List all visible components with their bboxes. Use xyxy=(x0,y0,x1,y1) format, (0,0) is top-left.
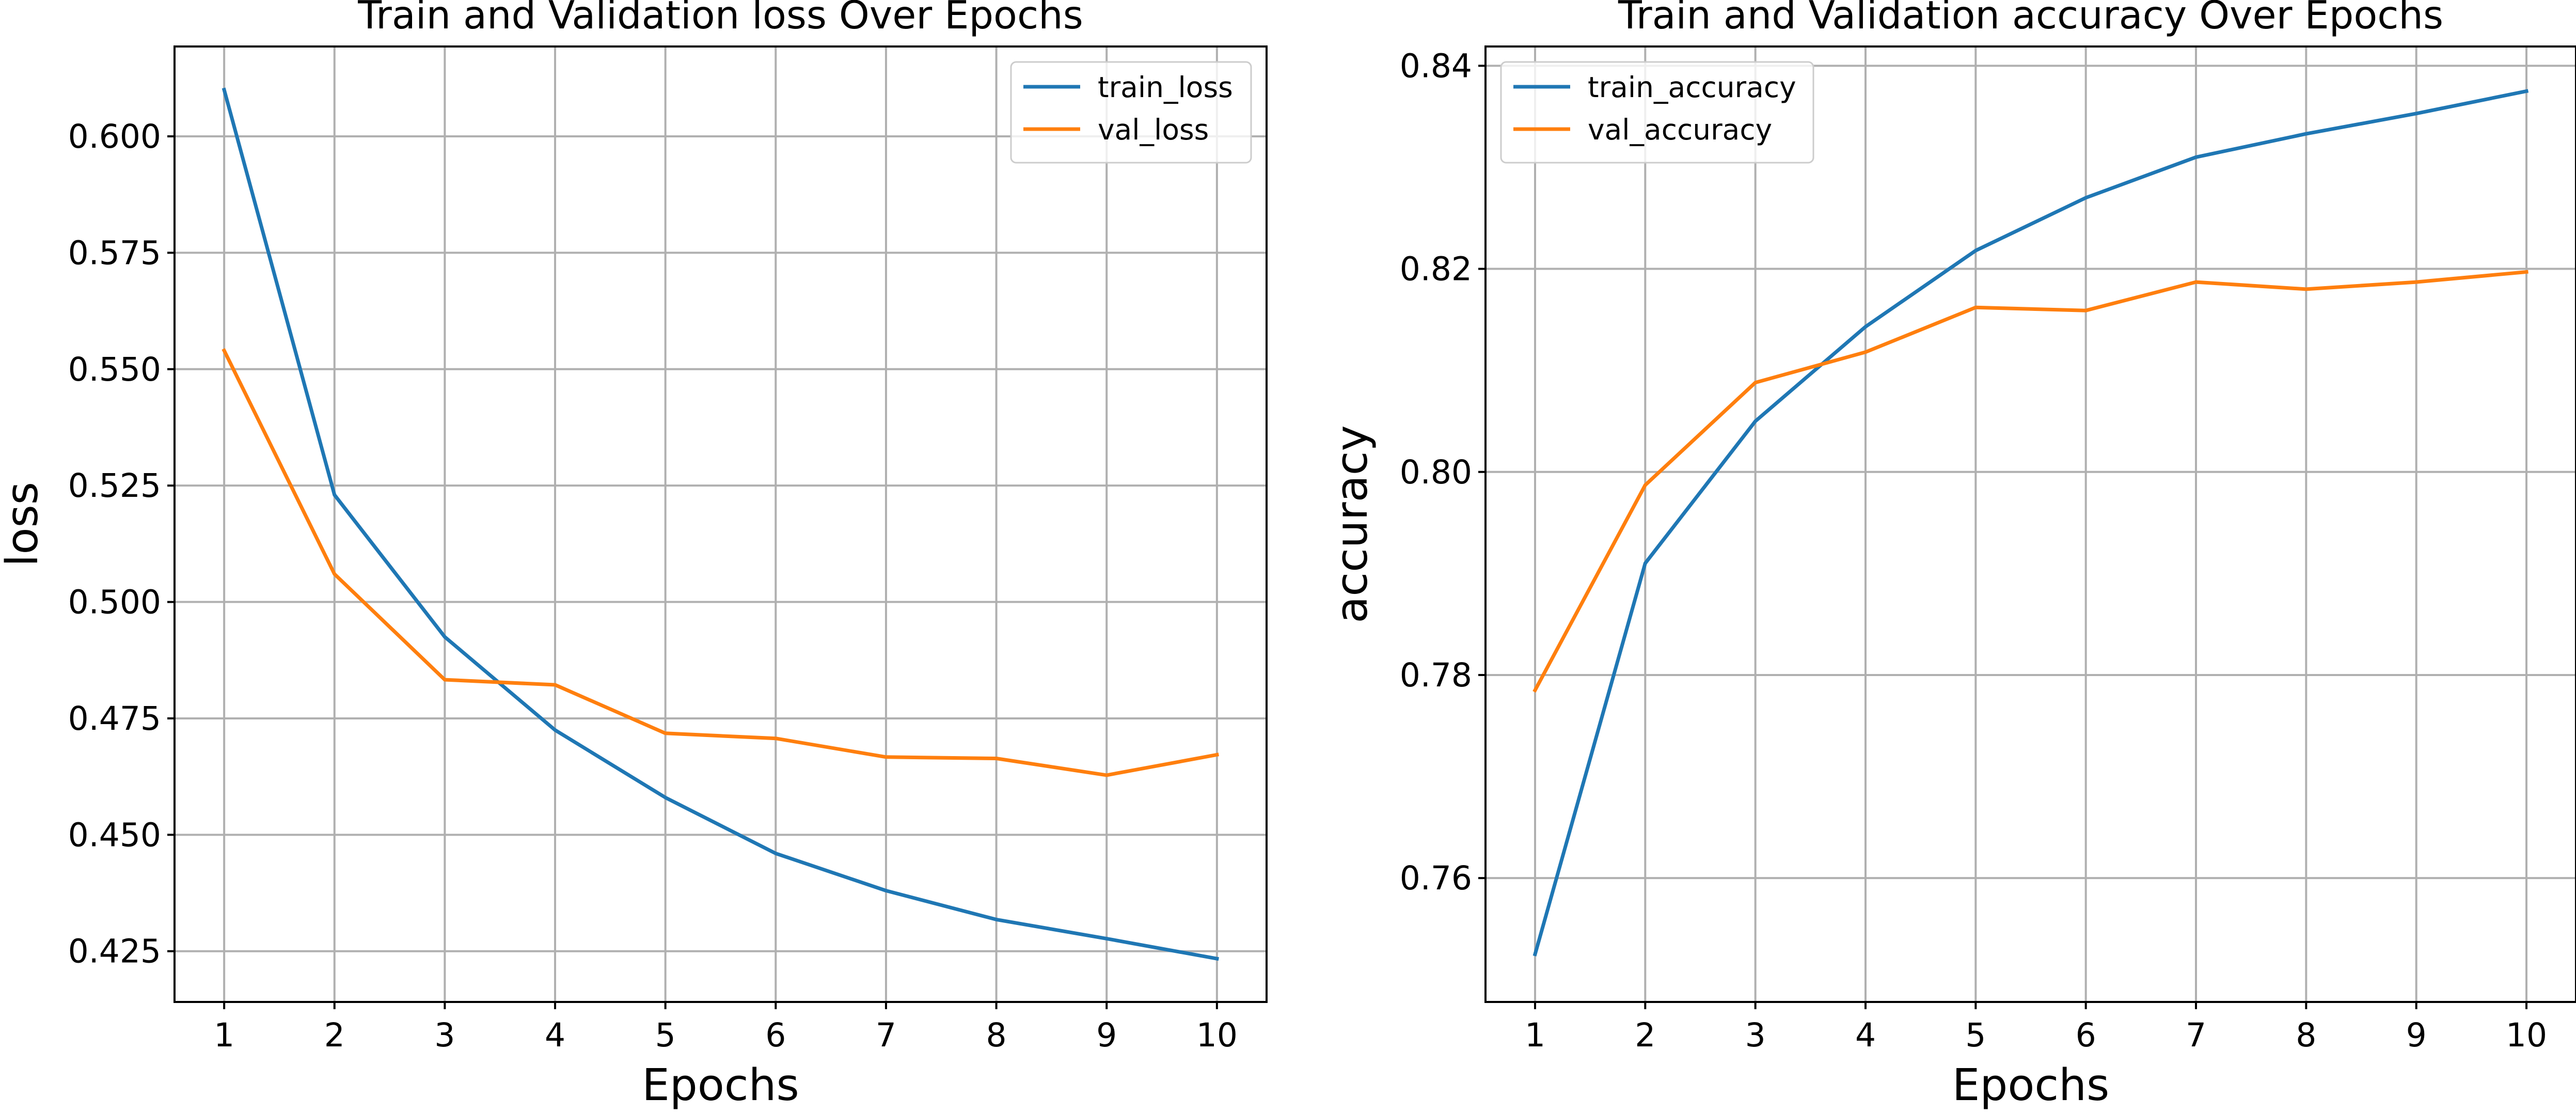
x-tick-label: 7 xyxy=(2186,1016,2206,1054)
y-tick-label: 0.78 xyxy=(1400,656,1472,694)
x-axis-label: Epochs xyxy=(642,1060,799,1111)
x-tick-label: 6 xyxy=(2076,1016,2096,1054)
chart-title: Train and Validation accuracy Over Epoch… xyxy=(1618,0,2443,38)
x-tick-label: 1 xyxy=(1525,1016,1545,1054)
y-tick-label: 0.82 xyxy=(1400,250,1472,288)
series-line-train_loss xyxy=(222,87,1219,961)
x-tick-label: 6 xyxy=(765,1016,786,1054)
legend-box xyxy=(1500,61,1814,164)
plot-frame xyxy=(173,45,1268,1003)
x-tick-label: 4 xyxy=(1855,1016,1876,1054)
grid xyxy=(175,46,1267,1002)
x-tick-label: 3 xyxy=(434,1016,455,1054)
y-tick-label: 0.425 xyxy=(68,933,161,970)
x-tick-label: 2 xyxy=(324,1016,345,1054)
x-tick-label: 2 xyxy=(1635,1016,1655,1054)
y-axis-label: accuracy xyxy=(1326,425,1378,623)
accuracy-chart: Train and Validation accuracy Over Epoch… xyxy=(1326,0,2576,1111)
series-line-train_accuracy xyxy=(1532,89,2529,957)
y-tick-label: 0.525 xyxy=(68,467,161,505)
y-tick-label: 0.450 xyxy=(68,816,161,854)
legend: train_loss val_loss xyxy=(1010,61,1252,164)
x-axis-label: Epochs xyxy=(1952,1060,2110,1111)
x-tick-label: 7 xyxy=(876,1016,896,1054)
y-tick-label: 0.600 xyxy=(68,118,161,155)
x-tick-label: 8 xyxy=(986,1016,1007,1054)
x-tick-label: 3 xyxy=(1745,1016,1766,1054)
y-tick-label: 0.84 xyxy=(1400,47,1472,85)
x-tick-label: 10 xyxy=(2506,1016,2547,1054)
x-tick-label: 1 xyxy=(214,1016,234,1054)
x-tick-label: 5 xyxy=(1965,1016,1986,1054)
x-tick-label: 9 xyxy=(1096,1016,1117,1054)
chart-title: Train and Validation loss Over Epochs xyxy=(357,0,1083,38)
x-tick-label: 5 xyxy=(655,1016,676,1054)
series-line-val_loss xyxy=(222,348,1219,777)
legend-label-train_accuracy: train_accuracy xyxy=(1588,71,1796,104)
x-tick-label: 9 xyxy=(2406,1016,2427,1054)
y-tick-label: 0.575 xyxy=(68,234,161,272)
y-tick-label: 0.76 xyxy=(1400,859,1472,897)
legend-label-train_loss: train_loss xyxy=(1098,71,1233,104)
legend-label-val_loss: val_loss xyxy=(1098,113,1209,146)
y-tick-label: 0.80 xyxy=(1400,453,1472,491)
legend: train_accuracy val_accuracy xyxy=(1500,61,1814,164)
y-tick-label: 0.500 xyxy=(68,584,161,621)
plot-frame xyxy=(1484,45,2576,1003)
grid xyxy=(1485,46,2576,1002)
series-line-val_accuracy xyxy=(1532,270,2528,693)
y-axis-label: loss xyxy=(0,482,48,567)
y-tick-label: 0.550 xyxy=(68,351,161,388)
x-tick-label: 4 xyxy=(545,1016,565,1054)
x-tick-label: 8 xyxy=(2296,1016,2316,1054)
legend-label-val_accuracy: val_accuracy xyxy=(1588,113,1772,146)
y-tick-label: 0.475 xyxy=(68,700,161,738)
x-tick-label: 10 xyxy=(1196,1016,1238,1054)
loss-chart: Train and Validation loss Over Epochs Ep… xyxy=(0,0,1268,1111)
